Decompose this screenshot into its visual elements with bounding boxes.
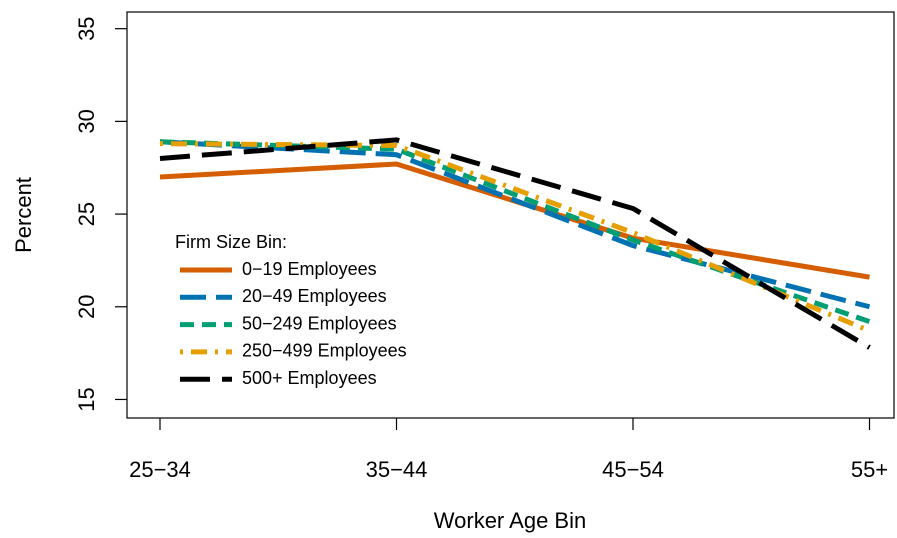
legend-label: 50−249 Employees xyxy=(242,313,397,333)
y-tick-label: 20 xyxy=(74,295,99,319)
y-tick-label: 35 xyxy=(74,16,99,40)
y-axis-title: Percent xyxy=(11,177,36,253)
legend-label: 250−499 Employees xyxy=(242,341,407,361)
y-tick-label: 25 xyxy=(74,202,99,226)
series-line xyxy=(159,141,871,334)
y-tick-label: 15 xyxy=(74,387,99,411)
legend-title: Firm Size Bin: xyxy=(175,232,287,252)
y-tick-label: 30 xyxy=(74,109,99,133)
x-tick-label: 25−34 xyxy=(129,457,191,482)
plot-frame xyxy=(126,11,895,419)
legend-label: 500+ Employees xyxy=(242,368,377,388)
series-line xyxy=(159,137,871,350)
legend-label: 20−49 Employees xyxy=(242,286,387,306)
legend-label: 0−19 Employees xyxy=(242,259,377,279)
x-tick-label: 55+ xyxy=(851,457,888,482)
series-line xyxy=(159,139,871,310)
x-tick-label: 45−54 xyxy=(602,457,664,482)
x-axis-title: Worker Age Bin xyxy=(434,508,586,533)
x-tick-label: 35−44 xyxy=(366,457,428,482)
